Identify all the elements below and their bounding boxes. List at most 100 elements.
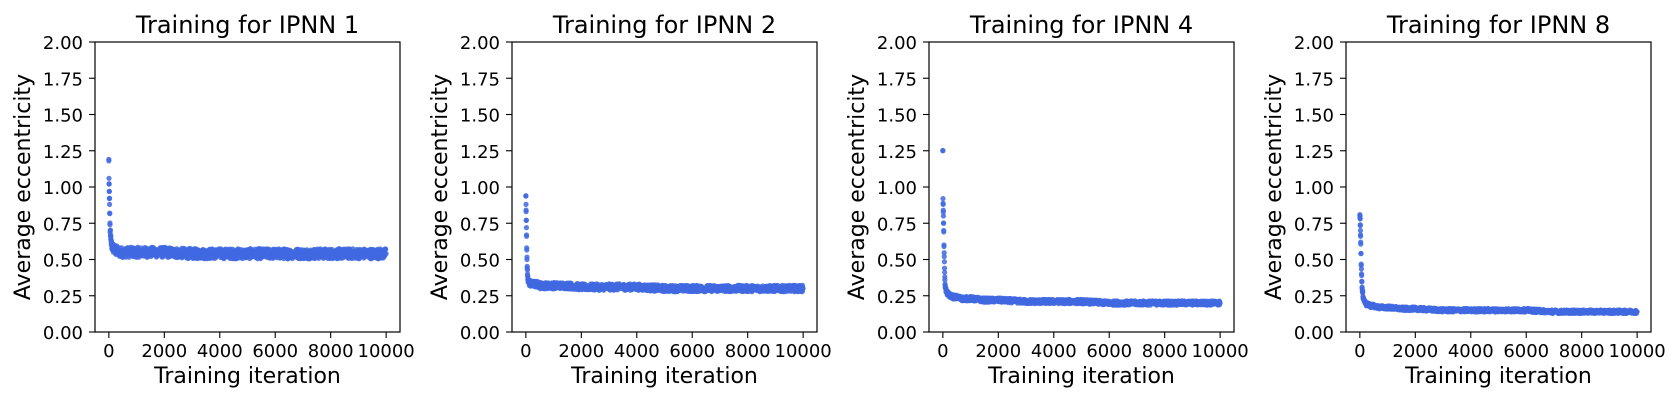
plot-frame xyxy=(928,41,1235,333)
scatter-series xyxy=(523,193,806,295)
x-tick-label: 2000 xyxy=(1392,341,1438,362)
plot-frame xyxy=(94,41,401,333)
chart-title: Training for IPNN 8 xyxy=(1386,11,1610,39)
x-tick-label: 6000 xyxy=(1503,341,1549,362)
y-tick-label: 0.50 xyxy=(1294,251,1334,272)
data-point xyxy=(942,277,948,283)
y-tick-label: 1.50 xyxy=(1294,106,1334,127)
data-point xyxy=(106,181,112,187)
x-tick-label: 6000 xyxy=(252,341,298,362)
data-point xyxy=(941,243,947,250)
data-point xyxy=(281,255,287,262)
y-tick-label: 1.25 xyxy=(877,142,917,163)
y-axis-label: Average eccentricity xyxy=(428,74,453,300)
data-point xyxy=(523,232,530,238)
y-tick-label: 0.00 xyxy=(43,323,83,344)
x-axis-label: Training iteration xyxy=(987,364,1175,389)
y-axis-label: Average eccentricity xyxy=(845,74,870,300)
x-tick-label: 0 xyxy=(937,341,948,362)
chart-panel-3: Training for IPNN 40.000.250.500.751.001… xyxy=(845,11,1249,389)
x-tick-label: 10000 xyxy=(1609,341,1666,362)
y-tick-label: 1.00 xyxy=(43,178,83,199)
data-point xyxy=(106,201,113,207)
y-tick-label: 0.50 xyxy=(877,251,917,272)
data-point xyxy=(106,188,112,195)
data-point xyxy=(940,147,946,154)
y-tick-label: 0.75 xyxy=(460,214,500,235)
data-point xyxy=(1359,279,1365,285)
x-axis-label: Training iteration xyxy=(153,364,341,389)
data-point xyxy=(1357,232,1364,238)
x-tick-label: 6000 xyxy=(669,341,715,362)
chart-title: Training for IPNN 1 xyxy=(135,11,359,39)
data-point xyxy=(524,254,530,260)
data-point xyxy=(524,247,530,253)
data-point xyxy=(1357,223,1363,229)
data-point xyxy=(941,229,947,235)
y-tick-label: 2.00 xyxy=(460,33,500,54)
x-tick-label: 4000 xyxy=(1031,341,1077,362)
data-point xyxy=(107,220,113,226)
data-point xyxy=(1358,241,1364,247)
data-point xyxy=(1358,250,1364,256)
y-axis-label: Average eccentricity xyxy=(11,74,36,300)
y-tick-label: 0.25 xyxy=(43,287,83,308)
y-tick-label: 0.00 xyxy=(460,323,500,344)
x-tick-label: 8000 xyxy=(308,341,354,362)
chart-title: Training for IPNN 2 xyxy=(552,11,776,39)
data-point xyxy=(382,253,388,259)
y-tick-label: 2.00 xyxy=(43,33,83,54)
y-tick-label: 2.00 xyxy=(1294,33,1334,54)
data-point xyxy=(107,227,114,233)
data-point xyxy=(382,247,389,253)
y-tick-label: 1.50 xyxy=(877,106,917,127)
chart-title: Training for IPNN 4 xyxy=(969,11,1193,39)
x-tick-label: 10000 xyxy=(1192,341,1249,362)
data-point xyxy=(941,259,948,265)
data-point xyxy=(523,193,529,199)
y-tick-label: 0.25 xyxy=(1294,287,1334,308)
data-point xyxy=(107,211,113,217)
y-tick-label: 1.75 xyxy=(460,69,500,90)
x-tick-label: 10000 xyxy=(775,341,832,362)
x-tick-label: 2000 xyxy=(975,341,1021,362)
x-tick-label: 8000 xyxy=(725,341,771,362)
data-point xyxy=(941,254,947,260)
y-tick-label: 0.75 xyxy=(1294,214,1334,235)
x-tick-label: 0 xyxy=(1354,341,1365,362)
x-tick-label: 4000 xyxy=(614,341,660,362)
data-point xyxy=(940,220,947,226)
chart-panel-1: Training for IPNN 10.000.250.500.751.001… xyxy=(11,11,415,389)
data-point xyxy=(523,217,529,223)
x-tick-label: 4000 xyxy=(1448,341,1494,362)
y-tick-label: 1.75 xyxy=(43,69,83,90)
scatter-series xyxy=(106,156,389,262)
plot-frame xyxy=(1345,41,1652,333)
chart-panel-4: Training for IPNN 80.000.250.500.751.001… xyxy=(1262,11,1666,389)
y-tick-label: 1.00 xyxy=(1294,178,1334,199)
data-point xyxy=(523,201,529,207)
data-point xyxy=(1359,272,1365,279)
x-tick-label: 6000 xyxy=(1086,341,1132,362)
y-tick-label: 1.75 xyxy=(1294,69,1334,90)
data-point xyxy=(799,284,806,290)
scatter-series xyxy=(940,147,1223,308)
y-tick-label: 1.25 xyxy=(43,142,83,163)
y-tick-label: 0.75 xyxy=(877,214,917,235)
y-tick-label: 1.75 xyxy=(877,69,917,90)
y-axis-label: Average eccentricity xyxy=(1262,74,1287,300)
x-tick-label: 0 xyxy=(520,341,531,362)
data-point xyxy=(940,196,946,202)
y-tick-label: 2.00 xyxy=(877,33,917,54)
data-point xyxy=(1357,227,1364,234)
data-point xyxy=(1358,266,1365,272)
y-tick-label: 0.00 xyxy=(877,323,917,344)
data-point xyxy=(1358,261,1364,267)
data-point xyxy=(106,175,112,181)
y-tick-label: 1.00 xyxy=(877,178,917,199)
data-point xyxy=(940,200,946,206)
data-point xyxy=(941,265,948,271)
x-tick-label: 8000 xyxy=(1559,341,1605,362)
y-tick-label: 1.25 xyxy=(460,142,500,163)
data-point xyxy=(942,269,948,275)
